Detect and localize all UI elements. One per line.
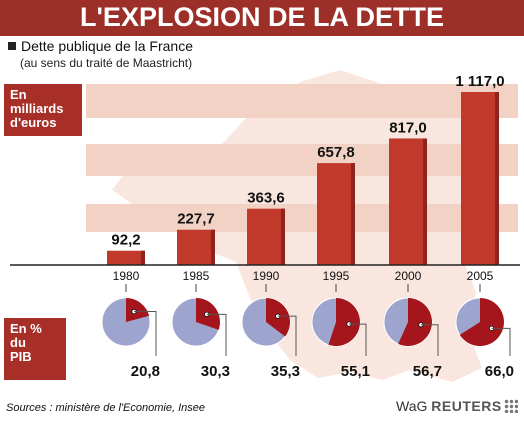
year-tick-label: 1995 xyxy=(323,269,350,283)
unit-label-percent-gdp: En % du PIB xyxy=(4,318,66,380)
bar xyxy=(389,138,427,265)
bar xyxy=(461,92,499,265)
page-title: L'EXPLOSION DE LA DETTE xyxy=(80,2,444,32)
unit-label-billions-line2: milliards xyxy=(10,101,64,116)
brand-prefix: WaG xyxy=(396,398,428,414)
pie-leader-line xyxy=(206,313,227,356)
pie-share xyxy=(126,298,150,322)
bar-value-label: 92,2 xyxy=(111,232,140,249)
pie-value-label: 66,0 xyxy=(485,363,514,380)
year-tick-label: 2000 xyxy=(395,269,422,283)
bar-value-label: 657,8 xyxy=(317,144,355,161)
pie-leader-line xyxy=(134,311,157,356)
bar-value-label: 1 117,0 xyxy=(455,73,504,90)
pie-value-label: 55,1 xyxy=(341,363,370,380)
bar xyxy=(247,208,285,265)
year-tick-label: 2005 xyxy=(467,269,494,283)
year-tick-label: 1985 xyxy=(183,269,210,283)
header-banner: L'EXPLOSION DE LA DETTE xyxy=(0,0,524,36)
bar-shade xyxy=(141,250,145,265)
pie-leader-line xyxy=(420,324,439,356)
pie-share xyxy=(398,298,432,346)
reuters-logo: WaG REUTERS xyxy=(396,398,518,414)
chart-subtitle-note: (au sens du traité de Maastricht) xyxy=(20,56,193,70)
bar-shade xyxy=(351,163,355,265)
pie-value-label: 56,7 xyxy=(413,363,442,380)
unit-label-percent-line3: PIB xyxy=(10,349,32,364)
bar-value-label: 817,0 xyxy=(389,119,427,136)
bullet-square-icon xyxy=(8,42,16,50)
background-stripe xyxy=(86,204,518,232)
brand-name: REUTERS xyxy=(431,398,502,414)
bar-shade xyxy=(423,138,427,265)
background-stripe xyxy=(86,84,518,118)
bar-shade xyxy=(281,208,285,265)
unit-label-billions-line1: En xyxy=(10,87,27,102)
year-tick-label: 1990 xyxy=(253,269,280,283)
pie-share xyxy=(459,298,504,346)
bar xyxy=(317,163,355,265)
chart-subtitle: Dette publique de la France xyxy=(8,38,193,54)
pie-leader-line xyxy=(491,327,511,356)
bar-value-label: 227,7 xyxy=(177,211,215,228)
unit-label-percent-line2: du xyxy=(10,335,26,350)
pie-leader-line xyxy=(349,323,367,356)
unit-label-billions: En milliards d'euros xyxy=(4,84,82,136)
pie-leader-line xyxy=(277,315,297,356)
bar-value-label: 363,6 xyxy=(247,190,285,207)
unit-label-percent-line1: En % xyxy=(10,321,42,336)
reuters-dots-icon xyxy=(503,399,518,413)
pie-value-label: 20,8 xyxy=(131,363,160,380)
year-tick-label: 1980 xyxy=(113,269,140,283)
sources-note: Sources : ministère de l'Economie, Insee xyxy=(6,402,205,414)
background-stripe xyxy=(86,144,518,176)
bar xyxy=(177,229,215,265)
bar-shade xyxy=(495,92,499,265)
pie-share xyxy=(328,298,360,346)
chart-subtitle-text: Dette publique de la France xyxy=(21,38,193,54)
pie-value-label: 30,3 xyxy=(201,363,230,380)
unit-label-billions-line3: d'euros xyxy=(10,115,57,130)
pie-value-label: 35,3 xyxy=(271,363,300,380)
bar xyxy=(107,250,145,265)
bar-shade xyxy=(211,229,215,265)
